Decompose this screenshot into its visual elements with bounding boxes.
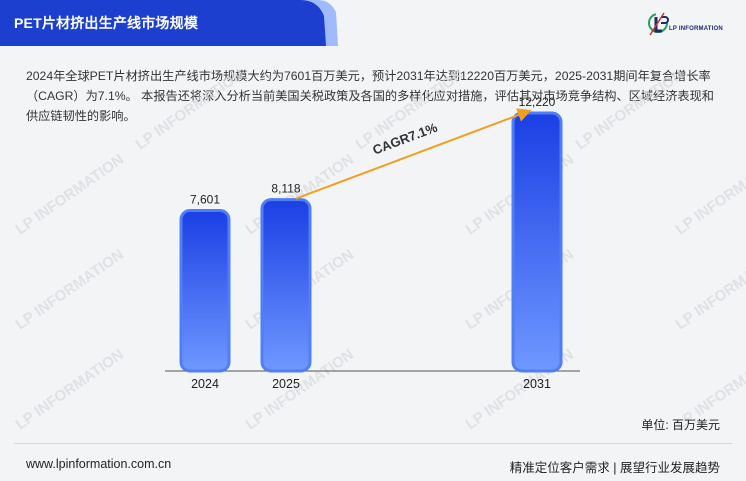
bar-2031 [511,111,563,373]
value-label-2031: 12,220 [519,95,556,109]
x-tick-label-2031: 2031 [523,377,551,391]
cagr-arrow [295,108,532,200]
logo-text: LP INFORMATION [669,26,723,32]
lp-information-logo-icon [648,12,669,36]
unit-label: 单位: 百万美元 [641,418,720,432]
x-tick-label-2025: 2025 [272,377,300,391]
footer-divider [14,443,732,444]
footer-slogan: 精准定位客户需求 | 展望行业发展趋势 [509,461,720,475]
cagr-annotation: CAGR7.1% [370,119,439,157]
page-title: PET片材挤出生产线市场规模 [14,15,199,31]
bar-2025 [260,198,312,373]
bar-2024 [179,209,231,373]
x-tick-label-2024: 2024 [191,377,219,391]
header: PET片材挤出生产线市场规模 LP INFORMATION [0,0,746,46]
description-text: 2024年全球PET片材挤出生产线市场规模大约为7601百万美元，预计2031年… [26,69,714,123]
footer-url-link[interactable]: www.lpinformation.com.cn [26,457,172,471]
value-label-2025: 8,118 [271,182,300,196]
title-banner [0,0,338,46]
value-label-2024: 7,601 [190,193,220,207]
